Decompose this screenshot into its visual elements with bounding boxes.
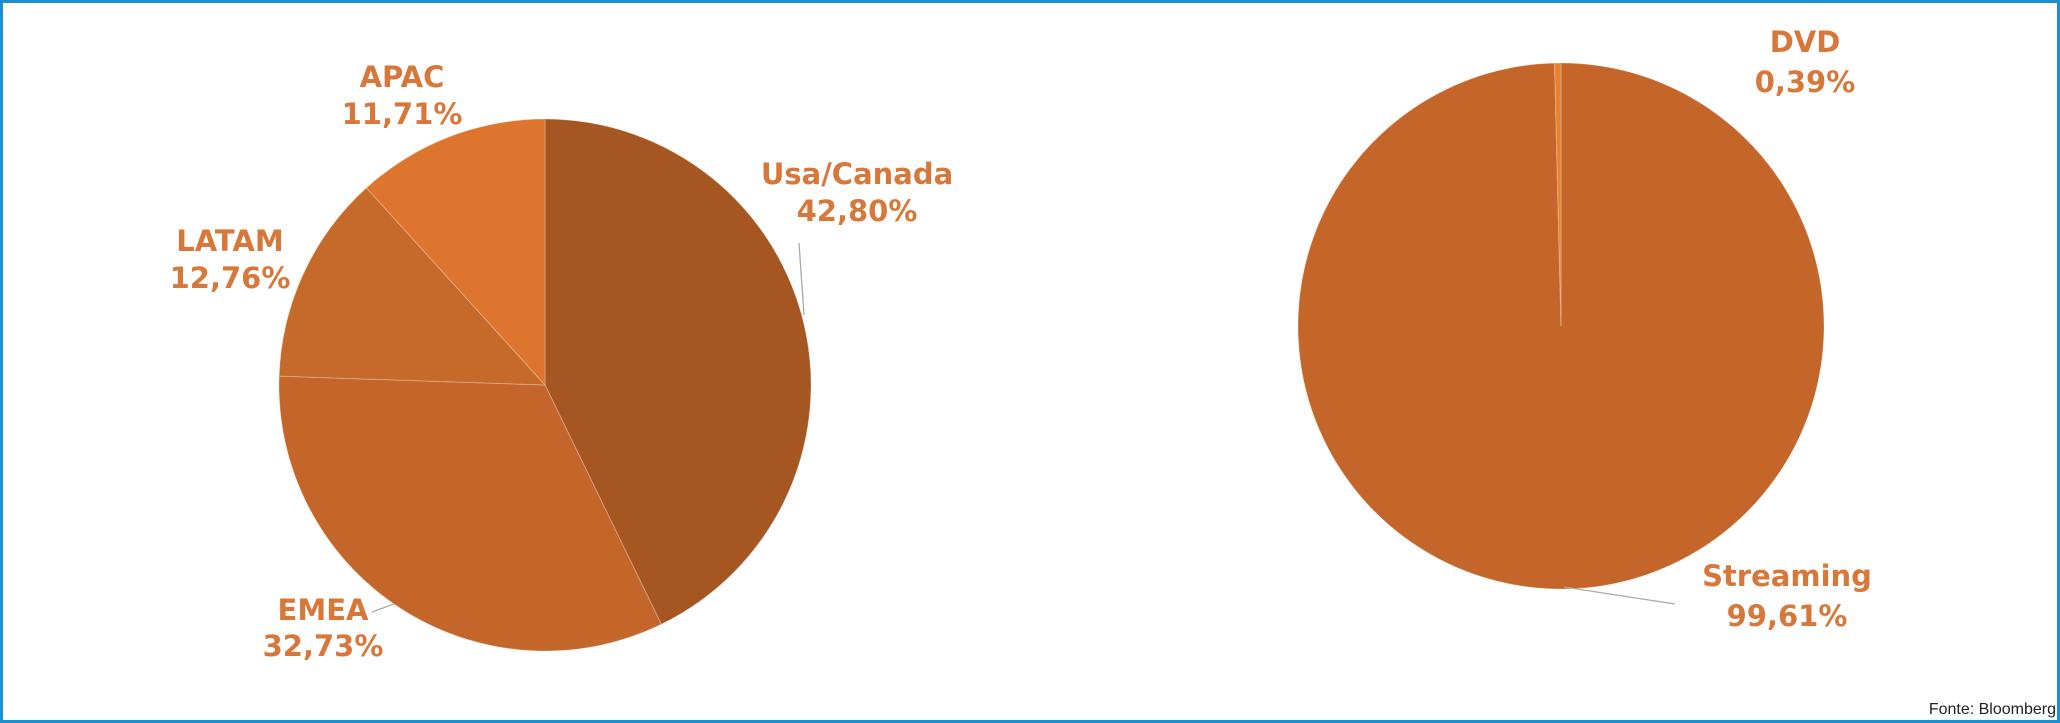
slice-value-label: 32,73% bbox=[263, 629, 384, 663]
source-note: Fonte: Bloomberg bbox=[1929, 701, 2056, 718]
slice-value-label: 12,76% bbox=[170, 261, 291, 295]
pie-slice bbox=[278, 375, 662, 652]
slice-name: Streaming bbox=[1702, 559, 1872, 593]
pie-slice bbox=[365, 118, 546, 387]
slice-value-label: 0,39% bbox=[1755, 65, 1856, 99]
pie-slice bbox=[1554, 62, 1562, 327]
slice-name: Usa/Canada bbox=[761, 157, 953, 191]
slice-value-label: 11,71% bbox=[342, 97, 463, 131]
pie-slice bbox=[278, 187, 547, 386]
leader-line bbox=[798, 242, 805, 316]
pie-slice bbox=[544, 118, 812, 625]
slice-value-label: 42,80% bbox=[797, 194, 918, 228]
slice-name: LATAM bbox=[176, 224, 284, 258]
leader-line bbox=[371, 603, 395, 613]
slice-name: EMEA bbox=[278, 593, 369, 627]
pie-slice bbox=[1297, 62, 1825, 590]
slice-name: APAC bbox=[360, 60, 445, 94]
slice-name: DVD bbox=[1770, 25, 1841, 59]
leader-line bbox=[1563, 586, 1676, 605]
slice-value-label: 99,61% bbox=[1727, 599, 1848, 633]
